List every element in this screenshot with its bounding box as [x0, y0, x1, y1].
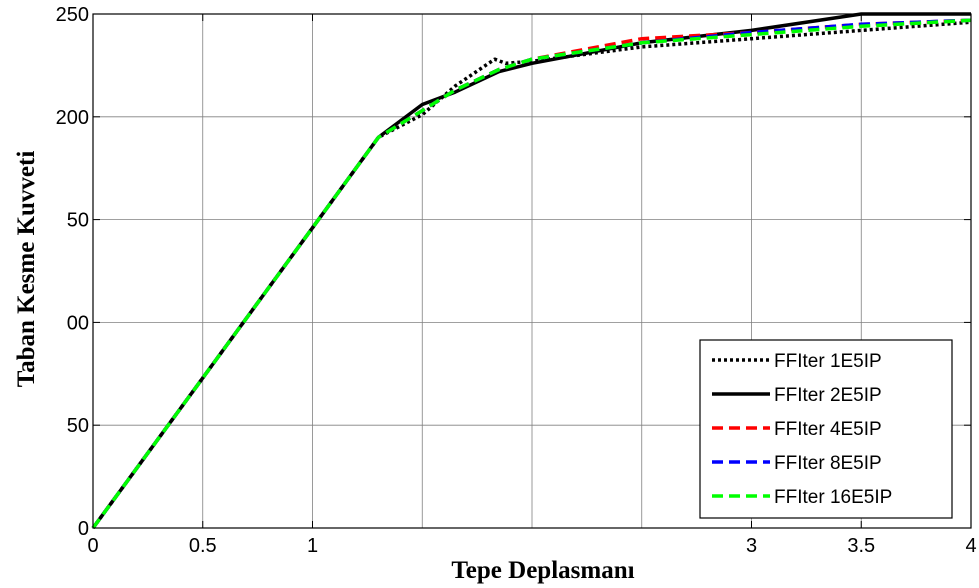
- y-tick-label: 50: [67, 210, 89, 232]
- legend-label: FFIter 2E5IP: [774, 385, 882, 406]
- x-tick-label: 3.5: [847, 535, 875, 557]
- legend-box: [699, 339, 953, 519]
- legend-label: FFIter 4E5IP: [774, 419, 882, 440]
- plot-frame: [92, 13, 972, 529]
- x-tick-label: 0.5: [189, 535, 217, 557]
- series-layer: [91, 12, 972, 530]
- y-tick-label: 50: [67, 415, 89, 437]
- y-tick-label: 250: [56, 4, 89, 26]
- y-tick-label: 0: [78, 518, 89, 540]
- legend: FFIter 1E5IP FFIter 2E5IP FFIter 4E5IP FFIt…: [699, 339, 953, 519]
- grid-layer: [93, 14, 971, 528]
- legend-label: FFIter 16E5IP: [774, 487, 892, 508]
- x-tick-label: 1: [307, 535, 318, 557]
- y-tick-label: 200: [56, 107, 89, 129]
- legend-label: FFIter 1E5IP: [774, 351, 882, 372]
- series-line: [91, 18, 972, 530]
- series-line: [91, 20, 972, 530]
- x-axis-title: Tepe Deplasmanı: [451, 557, 634, 584]
- x-tick-label: 0: [87, 535, 98, 557]
- x-tick-label: 4: [965, 535, 976, 557]
- y-axis-title: Taban Kesme Kuvveti: [13, 151, 40, 388]
- y-tick-label: 00: [67, 312, 89, 334]
- legend-label: FFIter 8E5IP: [774, 453, 882, 474]
- x-tick-label: 3: [746, 535, 757, 557]
- tick-layer: 0 0.5 1 3 3.5 4 0 50 00 50 200 250: [56, 4, 977, 557]
